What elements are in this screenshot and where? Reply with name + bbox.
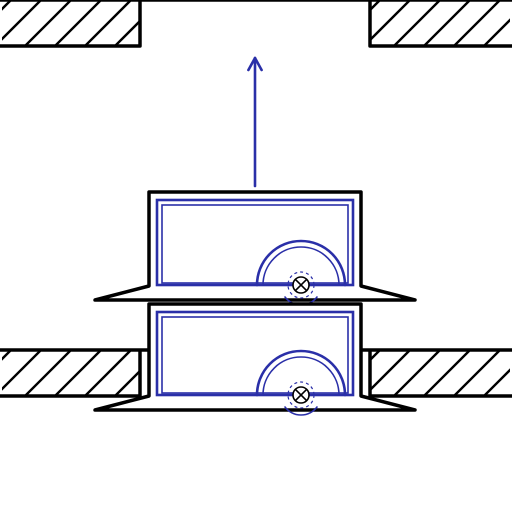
ceiling [0, 0, 512, 46]
insert-arrow [248, 58, 261, 186]
fixture [95, 304, 415, 415]
installation-diagram [0, 0, 512, 512]
fixture [95, 192, 415, 305]
scene-bottom [0, 304, 512, 415]
scene-top [0, 0, 512, 305]
